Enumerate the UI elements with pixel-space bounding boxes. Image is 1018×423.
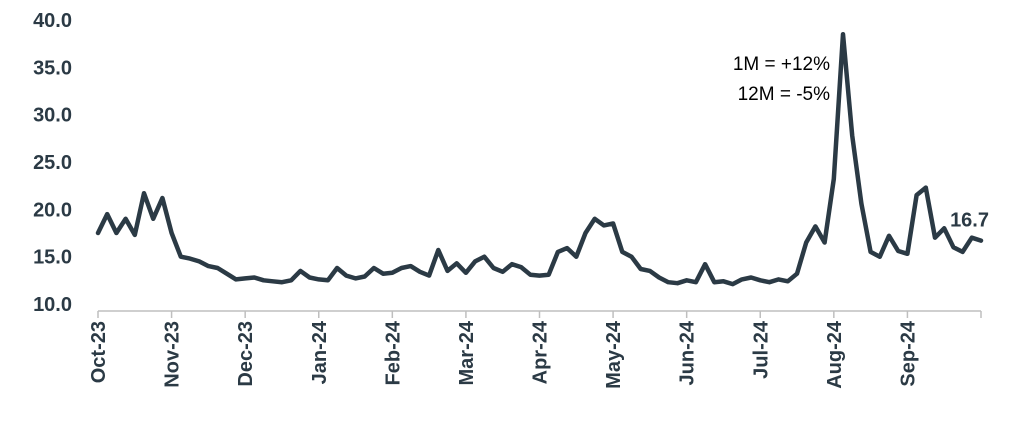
x-tick-label: Sep-24 <box>897 320 919 386</box>
x-tick-label: Feb-24 <box>382 320 404 385</box>
x-tick-label: Apr-24 <box>530 320 552 384</box>
y-tick-label: 10.0 <box>33 294 72 316</box>
y-tick-label: 30.0 <box>33 105 72 127</box>
x-tick-label: Mar-24 <box>456 320 478 385</box>
data-label: 16.7 <box>950 210 989 232</box>
x-tick-label: Oct-23 <box>88 321 110 383</box>
x-tick-label: Jul-24 <box>750 320 772 379</box>
x-tick-label: Aug-24 <box>824 320 846 389</box>
x-tick-label: Jan-24 <box>309 320 331 384</box>
y-tick-label: 40.0 <box>33 10 72 32</box>
line <box>95 31 984 287</box>
x-tick-label: May-24 <box>603 320 625 389</box>
x-tick-label: Jun-24 <box>677 320 699 385</box>
y-tick-label: 20.0 <box>33 199 72 221</box>
y-tick-label: 35.0 <box>33 57 72 79</box>
y-tick-label: 15.0 <box>33 247 72 269</box>
x-tick-label: Nov-23 <box>162 321 184 388</box>
annotation: 12M = -5% <box>738 84 831 105</box>
annotation: 1M = +12% <box>733 54 830 75</box>
x-tick-label: Dec-23 <box>235 321 257 387</box>
y-tick-label: 25.0 <box>33 152 72 174</box>
